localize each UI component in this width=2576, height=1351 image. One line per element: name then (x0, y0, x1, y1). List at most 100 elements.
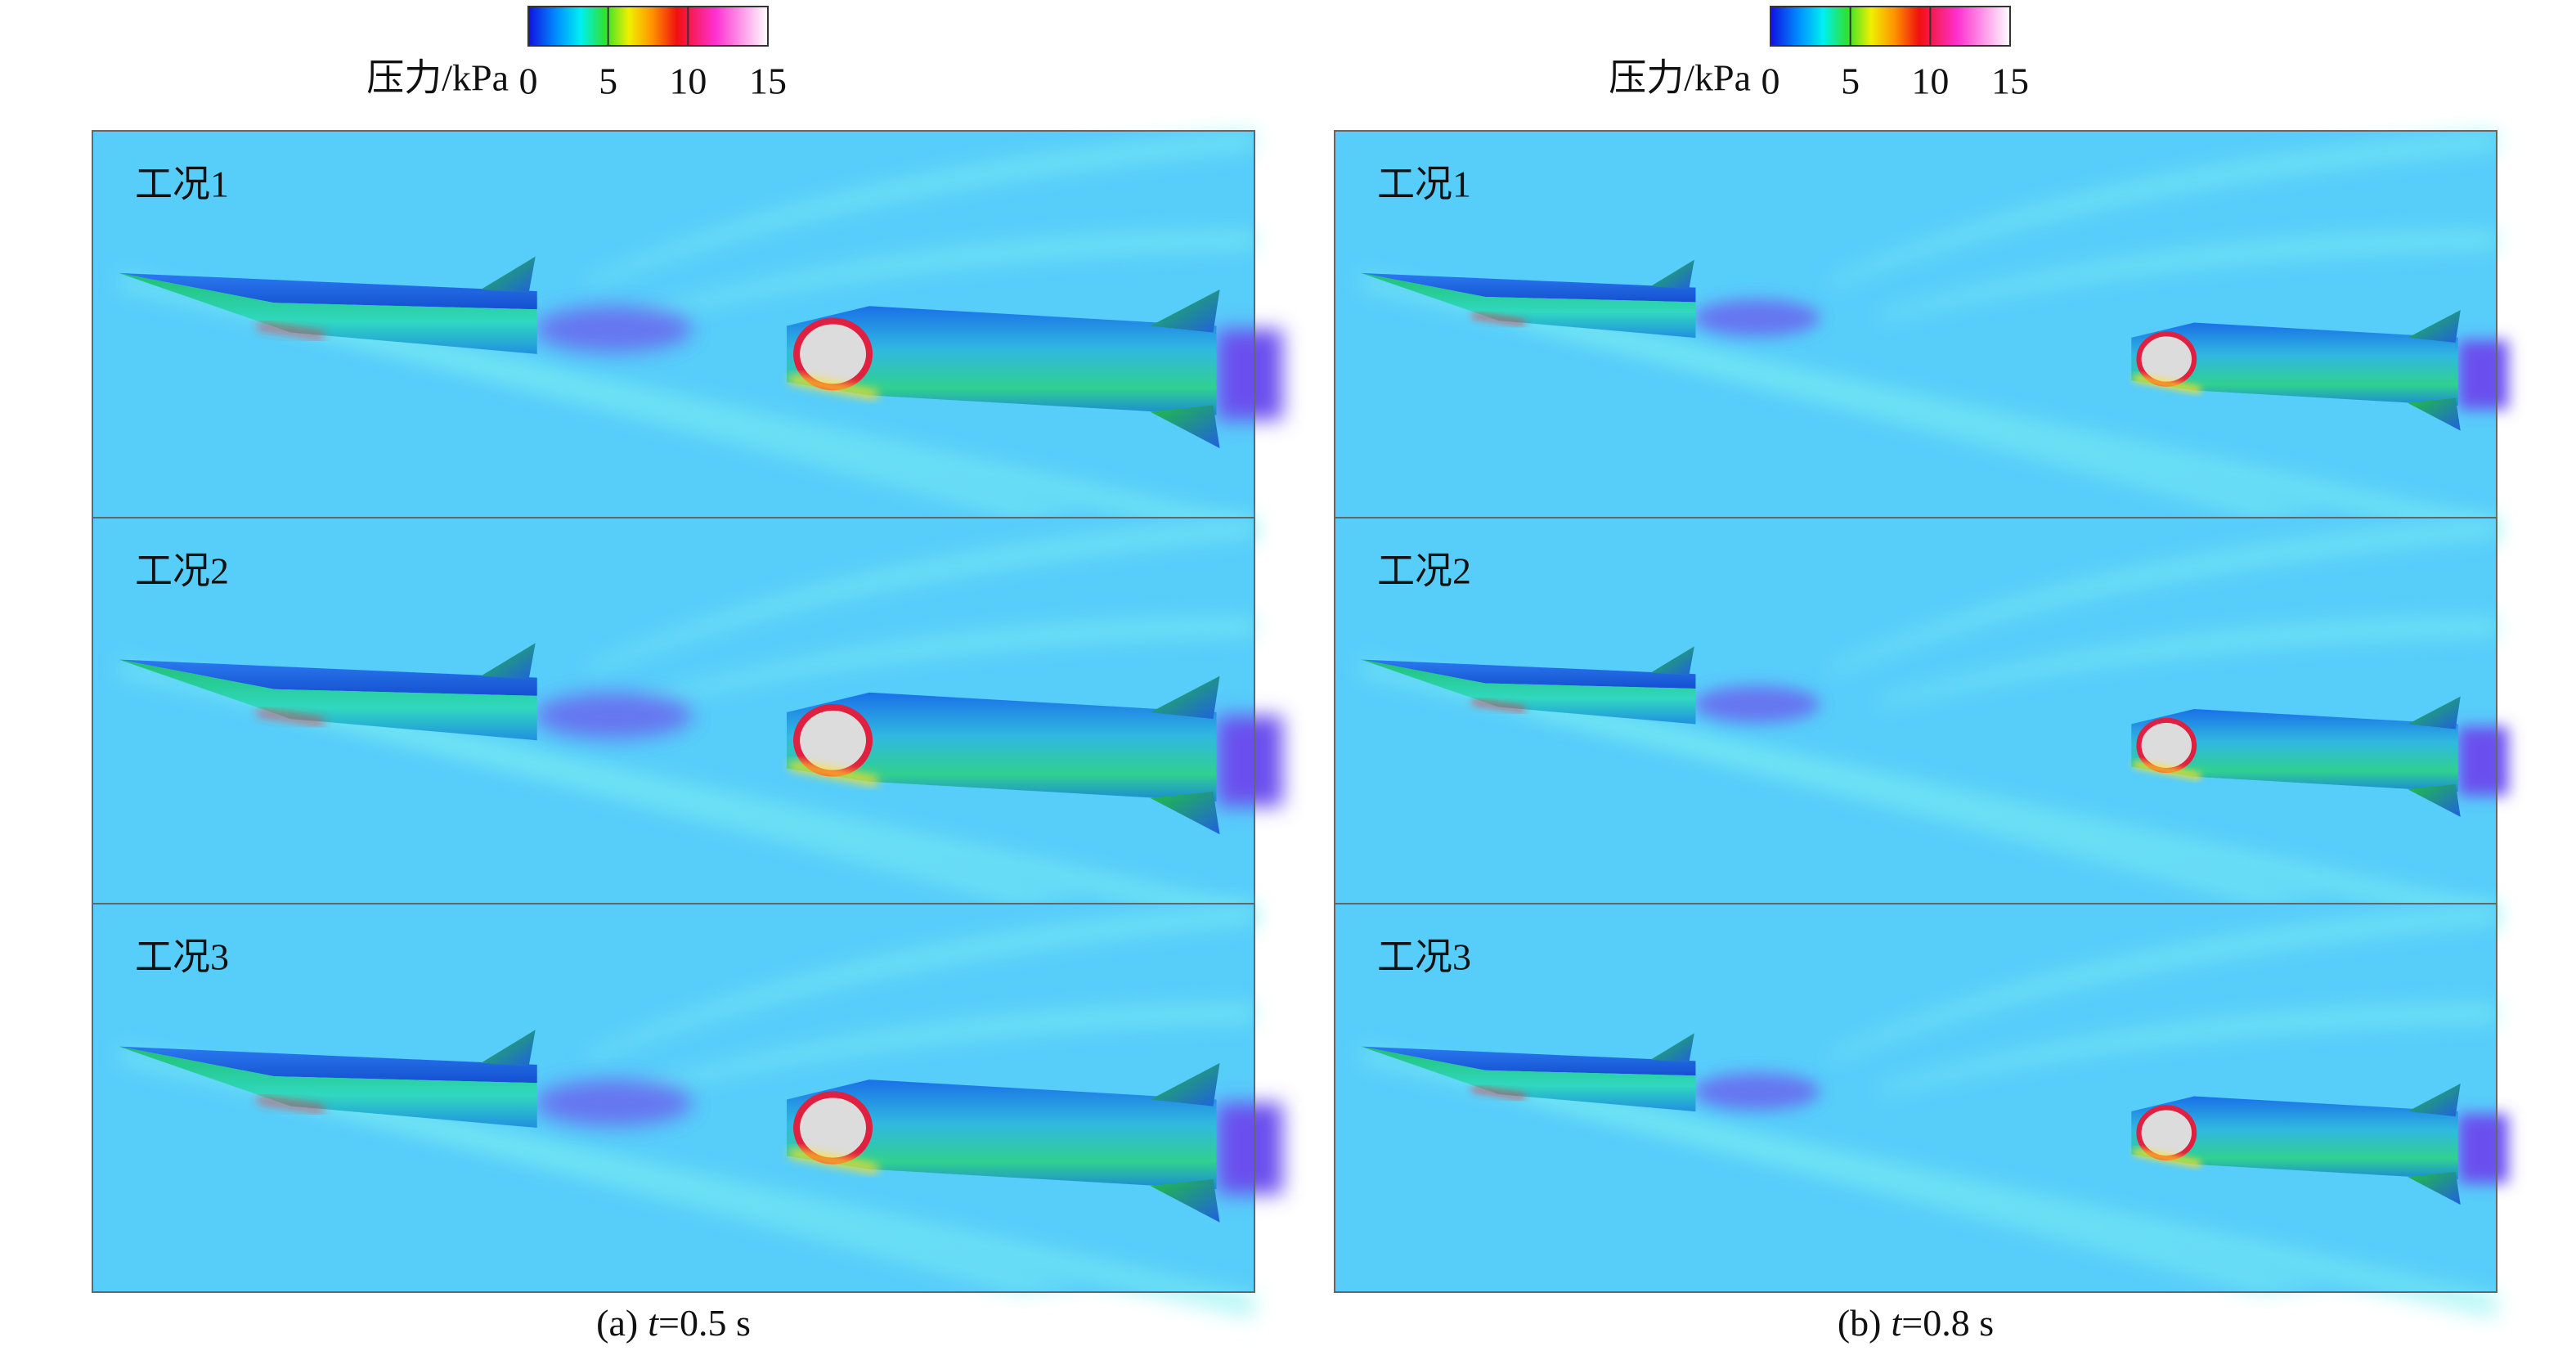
wake (533, 1079, 693, 1127)
hot-spot (1471, 1087, 1526, 1099)
shock-band (1516, 1086, 2327, 1292)
shock-band (1880, 1003, 2497, 1095)
case-image (1335, 904, 2509, 1319)
case-label: 工况3 (135, 936, 229, 978)
forebody-top (119, 1046, 537, 1084)
fin (1150, 405, 1220, 449)
afterbody-shell (2131, 1096, 2458, 1180)
plume (2457, 1114, 2509, 1183)
fin (2408, 1172, 2461, 1205)
shock-band (1830, 904, 2497, 1062)
colorbar-tick-label: 10 (669, 61, 707, 102)
wake (533, 692, 693, 739)
fin (1650, 259, 1694, 290)
fin (1150, 1062, 1220, 1106)
forebody-lower (119, 272, 537, 354)
colorbar-tick-label: 5 (599, 61, 617, 102)
afterbody (786, 1062, 1283, 1223)
case-image (92, 904, 1283, 1319)
forebody-top (1361, 272, 1696, 303)
case-image (1335, 131, 2509, 545)
inlet-hot (789, 761, 879, 786)
case-image (92, 518, 1283, 931)
forebody (119, 256, 693, 354)
inlet-hot (789, 375, 879, 400)
shock-band (274, 312, 1084, 518)
forebody-lower (1361, 1046, 1696, 1112)
plume (1216, 329, 1283, 420)
flow-field (1335, 518, 2497, 904)
colorbar (1770, 6, 2011, 47)
shock-band (588, 904, 1254, 1062)
wake (1693, 299, 1820, 337)
afterbody (2131, 696, 2509, 817)
shock-band (1516, 312, 2327, 518)
case-image (1335, 518, 2509, 931)
fin (1650, 1033, 1694, 1063)
flow-field (1335, 904, 2497, 1292)
hot-spot (257, 1097, 325, 1112)
fin (2408, 783, 2461, 817)
forebody-top (1361, 659, 1696, 689)
case-frame (92, 903, 1255, 1293)
forebody (1361, 646, 1820, 725)
case-label: 工况2 (135, 550, 229, 592)
shock-band (1830, 518, 2497, 675)
flow-field (1335, 131, 2497, 518)
case-frame (1334, 903, 2497, 1293)
forebody (1361, 259, 1820, 339)
plume (2457, 339, 2509, 410)
caption: (a) t=0.5 s (596, 1302, 751, 1344)
caption-value: =0.8 s (1901, 1302, 1994, 1344)
fin (1150, 1178, 1220, 1223)
hot-spot (1471, 313, 1526, 325)
afterbody-shell (786, 306, 1217, 415)
shock-band (274, 1086, 1084, 1292)
forebody (119, 1030, 693, 1129)
colorbar-tick-label: 10 (1911, 61, 1949, 102)
hot-spot (257, 710, 325, 725)
forebody-lower (1361, 272, 1696, 339)
forebody-top (1361, 1046, 1696, 1076)
colorbar-tick-label: 0 (1761, 61, 1780, 102)
afterbody-shell (2131, 322, 2458, 406)
inlet (2136, 1105, 2197, 1161)
shock-band (638, 230, 1254, 321)
case-label: 工况1 (1377, 164, 1471, 205)
fin (481, 1030, 536, 1066)
fin (481, 256, 536, 294)
afterbody (2131, 1084, 2509, 1205)
inlet-hot (2133, 761, 2201, 780)
case-label: 工况3 (1377, 936, 1471, 978)
forebody-top (119, 272, 537, 310)
shock-band (638, 1003, 1254, 1095)
forebody-lower (119, 1046, 537, 1129)
afterbody (786, 676, 1283, 835)
plume (1216, 1102, 1283, 1195)
inlet (2136, 717, 2197, 774)
forebody-lower (119, 659, 537, 741)
afterbody (786, 290, 1283, 449)
fin (2408, 696, 2461, 729)
fin (481, 643, 536, 680)
colorbar-tick-label: 5 (1841, 61, 1860, 102)
shock-band (1516, 698, 2327, 904)
inlet (2136, 331, 2197, 387)
colorbar-tick-label: 15 (1991, 61, 2029, 102)
colorbar (527, 6, 769, 47)
fin (2408, 310, 2461, 343)
colorbar-tick-label: 15 (749, 61, 787, 102)
inlet-hot (2133, 1148, 2201, 1168)
inlet (793, 317, 873, 391)
forebody-top (119, 659, 537, 696)
wake (1693, 685, 1820, 723)
inlet (793, 703, 873, 777)
afterbody-shell (786, 692, 1217, 801)
plume (1216, 716, 1283, 806)
inlet-hot (789, 1148, 879, 1174)
fin (1150, 676, 1220, 720)
plume (2457, 726, 2509, 796)
fin (1150, 290, 1220, 333)
